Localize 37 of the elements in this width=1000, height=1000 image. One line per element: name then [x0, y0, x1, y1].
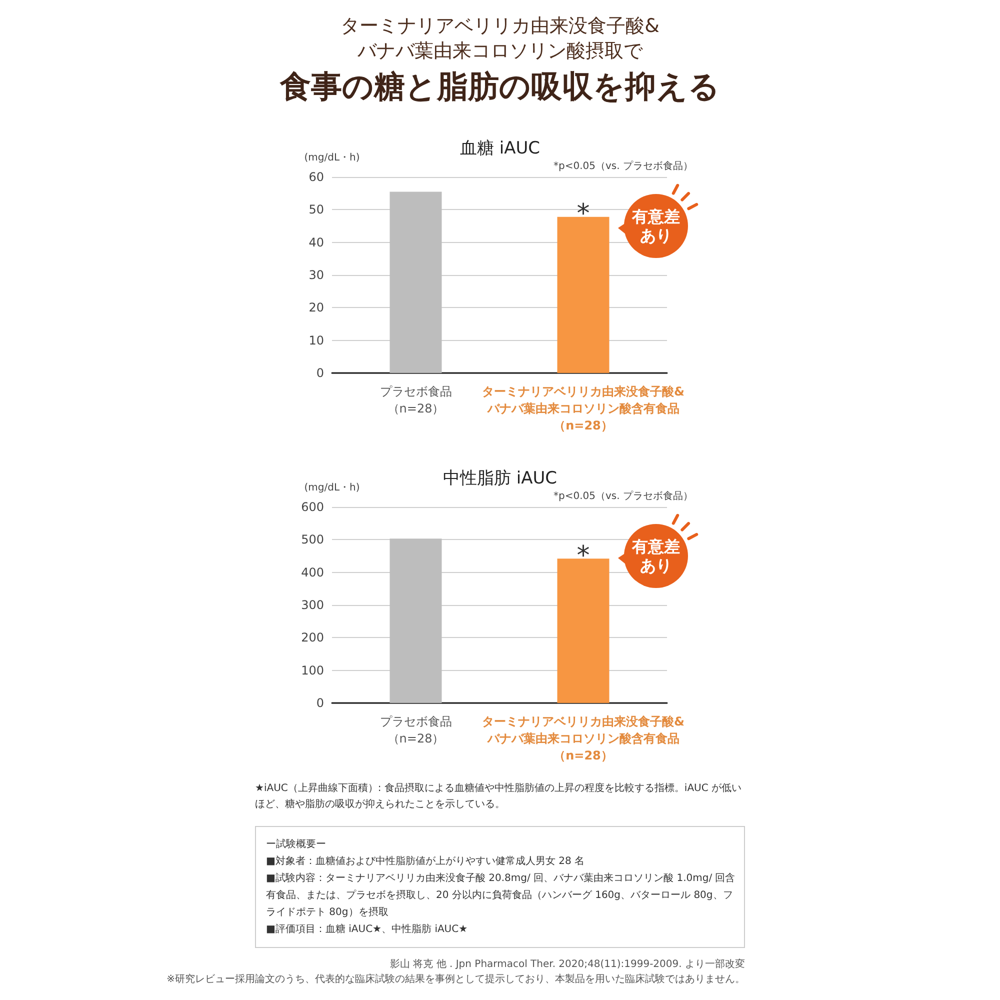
- x-tick-label: ターミナリアベリリカ由来没食子酸&バナバ葉由来コロソリン酸含有食品（n=28）: [482, 384, 684, 432]
- y-tick-label: 400: [301, 565, 324, 580]
- y-tick-label: 300: [301, 598, 324, 612]
- y-axis-title: (mg/dL・h): [304, 152, 360, 164]
- chart-title: 血糖 iAUC: [460, 138, 540, 158]
- chart-title: 中性脂肪 iAUC: [442, 468, 558, 488]
- y-axis-title: (mg/dL・h): [304, 482, 360, 494]
- y-tick-label: 0: [316, 366, 324, 380]
- text: ★iAUC（上昇曲線下面積）: 食品摂取による血糖値や中性脂肪値の上昇の程度を比較する指標。iAUC が低いほど、糖や脂肪の吸収が抑えられたことを示している。: [255, 782, 743, 812]
- y-tick-label: 100: [301, 663, 324, 678]
- x-tick-label: プラセボ食品（n=28）: [380, 714, 452, 746]
- annotation: 有意差あり: [630, 207, 681, 245]
- text: ※研究レビュー採用論文のうち、代表的な臨床試験の結果を事例として提示しており、本製品を用いた臨床試験ではありません。: [166, 972, 745, 987]
- y-tick-label: 30: [308, 268, 324, 282]
- y-tick-label: 20: [308, 300, 324, 315]
- text: *p<0.05（vs. プラセボ食品）: [554, 490, 693, 503]
- text: *p<0.05（vs. プラセボ食品）: [554, 160, 693, 173]
- text: ■対象者：血糖値および中性脂肪値が上がりやすい健常成人男女 28 名: [266, 854, 586, 869]
- text: ■試験内容：ターミナリアベリリカ由来没食子酸 20.8mg/ 回、バナバ葉由来コロソリン酸 1.0mg/ 回含有食品、または、プラセボを摂取し、20 分以内に負荷食品（ハンバーグ 160g、バターロール 80g、フライドポテト 80g）を摂取: [266, 872, 736, 920]
- x-tick-label: プラセボ食品（n=28）: [380, 384, 452, 416]
- y-tick-label: 40: [308, 235, 324, 250]
- text: ー試験概要ー: [266, 838, 327, 852]
- y-tick-label: 500: [301, 532, 324, 547]
- text: 影山 将克 他 . Jpn Pharmacol Ther. 2020;48(11):1999-2009. より一部改変: [388, 958, 745, 972]
- y-tick-label: 600: [301, 500, 324, 514]
- annotation: 有意差あり: [630, 537, 681, 575]
- annotation: *: [576, 540, 591, 571]
- text: 食事の糖と脂肪の吸収を抑える: [278, 68, 721, 107]
- y-tick-label: 50: [308, 202, 324, 217]
- text: ■評価項目：血糖 iAUC★、中性脂肪 iAUC★: [266, 922, 469, 937]
- text: ターミナリアベリリカ由来没食子酸&バナバ葉由来コロソリン酸摂取で: [340, 14, 660, 64]
- y-tick-label: 60: [308, 170, 324, 184]
- x-tick-label: ターミナリアベリリカ由来没食子酸&バナバ葉由来コロソリン酸含有食品（n=28）: [482, 714, 684, 762]
- y-tick-label: 10: [308, 333, 324, 348]
- y-tick-label: 200: [301, 630, 324, 645]
- annotation: *: [576, 198, 591, 229]
- y-tick-label: 0: [316, 696, 324, 710]
